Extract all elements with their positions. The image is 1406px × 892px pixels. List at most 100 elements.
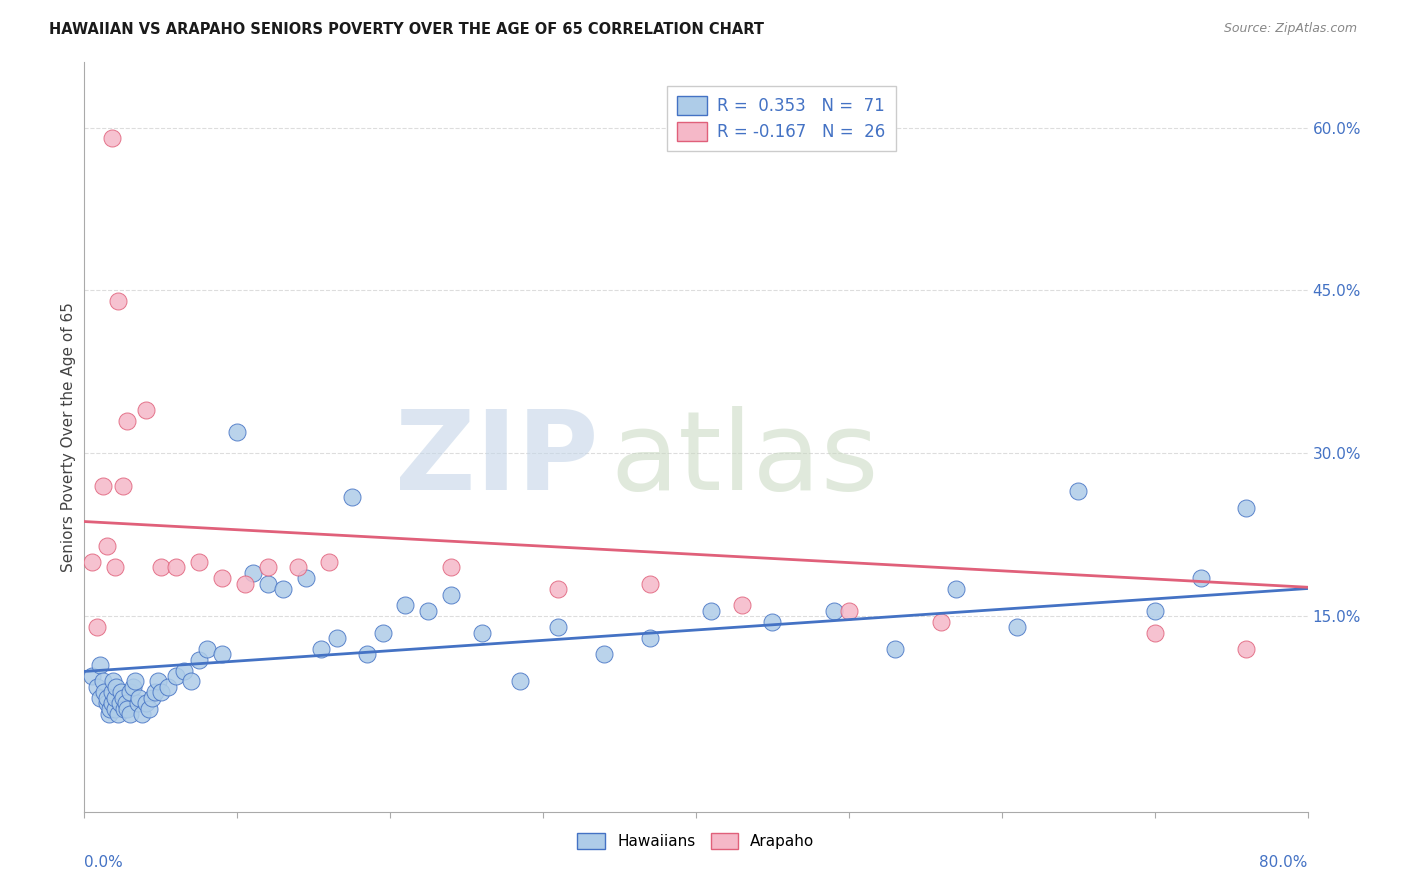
Point <box>471 625 494 640</box>
Point <box>143 685 166 699</box>
Point <box>122 680 145 694</box>
Point <box>440 560 463 574</box>
Point <box>295 571 318 585</box>
Point <box>165 669 187 683</box>
Point <box>371 625 394 640</box>
Point <box>107 294 129 309</box>
Point <box>211 647 233 661</box>
Point <box>131 706 153 721</box>
Point <box>593 647 616 661</box>
Point <box>104 690 127 705</box>
Point <box>111 690 134 705</box>
Point <box>108 696 131 710</box>
Point <box>173 664 195 678</box>
Point <box>135 696 157 710</box>
Point <box>211 571 233 585</box>
Point <box>311 641 333 656</box>
Point <box>115 414 138 428</box>
Point <box>271 582 294 596</box>
Point <box>104 560 127 574</box>
Text: 80.0%: 80.0% <box>1260 855 1308 871</box>
Point <box>700 604 723 618</box>
Point <box>883 641 905 656</box>
Point <box>91 479 114 493</box>
Point <box>242 566 264 580</box>
Point <box>257 560 280 574</box>
Point <box>180 674 202 689</box>
Point <box>1143 604 1166 618</box>
Point <box>149 685 172 699</box>
Text: Source: ZipAtlas.com: Source: ZipAtlas.com <box>1223 22 1357 36</box>
Point <box>103 674 125 689</box>
Point <box>89 658 111 673</box>
Point <box>440 588 463 602</box>
Point <box>1236 500 1258 515</box>
Point <box>120 685 142 699</box>
Point <box>127 696 149 710</box>
Point <box>138 701 160 715</box>
Point <box>93 685 115 699</box>
Point <box>325 631 347 645</box>
Point <box>146 674 169 689</box>
Point <box>929 615 952 629</box>
Point <box>1189 571 1212 585</box>
Point <box>101 696 124 710</box>
Point <box>233 576 256 591</box>
Legend: Hawaiians, Arapaho: Hawaiians, Arapaho <box>569 825 823 856</box>
Point <box>80 669 103 683</box>
Point <box>547 620 569 634</box>
Point <box>761 615 783 629</box>
Point <box>394 599 416 613</box>
Point <box>165 560 187 574</box>
Point <box>509 674 531 689</box>
Point <box>104 701 127 715</box>
Point <box>128 690 150 705</box>
Point <box>149 560 172 574</box>
Point <box>98 701 121 715</box>
Point <box>418 604 440 618</box>
Point <box>115 701 138 715</box>
Point <box>105 680 128 694</box>
Point <box>638 576 661 591</box>
Point <box>135 403 157 417</box>
Point <box>823 604 845 618</box>
Point <box>945 582 967 596</box>
Point <box>80 555 103 569</box>
Point <box>1005 620 1028 634</box>
Y-axis label: Seniors Poverty Over the Age of 65: Seniors Poverty Over the Age of 65 <box>60 302 76 572</box>
Point <box>107 706 129 721</box>
Point <box>356 647 378 661</box>
Point <box>86 680 108 694</box>
Point <box>188 555 211 569</box>
Point <box>547 582 569 596</box>
Point <box>91 674 114 689</box>
Point <box>195 641 218 656</box>
Point <box>101 685 124 699</box>
Point <box>226 425 249 439</box>
Point <box>188 653 211 667</box>
Point <box>838 604 860 618</box>
Point <box>97 706 120 721</box>
Point <box>114 696 136 710</box>
Point <box>318 555 340 569</box>
Point <box>1143 625 1166 640</box>
Point <box>141 690 163 705</box>
Point <box>101 131 124 145</box>
Point <box>731 599 754 613</box>
Point <box>96 696 118 710</box>
Point <box>257 576 280 591</box>
Point <box>110 685 132 699</box>
Point <box>1236 641 1258 656</box>
Text: atlas: atlas <box>610 406 879 513</box>
Point <box>96 539 118 553</box>
Point <box>86 620 108 634</box>
Text: HAWAIIAN VS ARAPAHO SENIORS POVERTY OVER THE AGE OF 65 CORRELATION CHART: HAWAIIAN VS ARAPAHO SENIORS POVERTY OVER… <box>49 22 765 37</box>
Point <box>89 690 111 705</box>
Point <box>340 490 363 504</box>
Point <box>638 631 661 645</box>
Point <box>124 674 146 689</box>
Point <box>157 680 180 694</box>
Text: 0.0%: 0.0% <box>84 855 124 871</box>
Point <box>111 479 134 493</box>
Point <box>120 706 142 721</box>
